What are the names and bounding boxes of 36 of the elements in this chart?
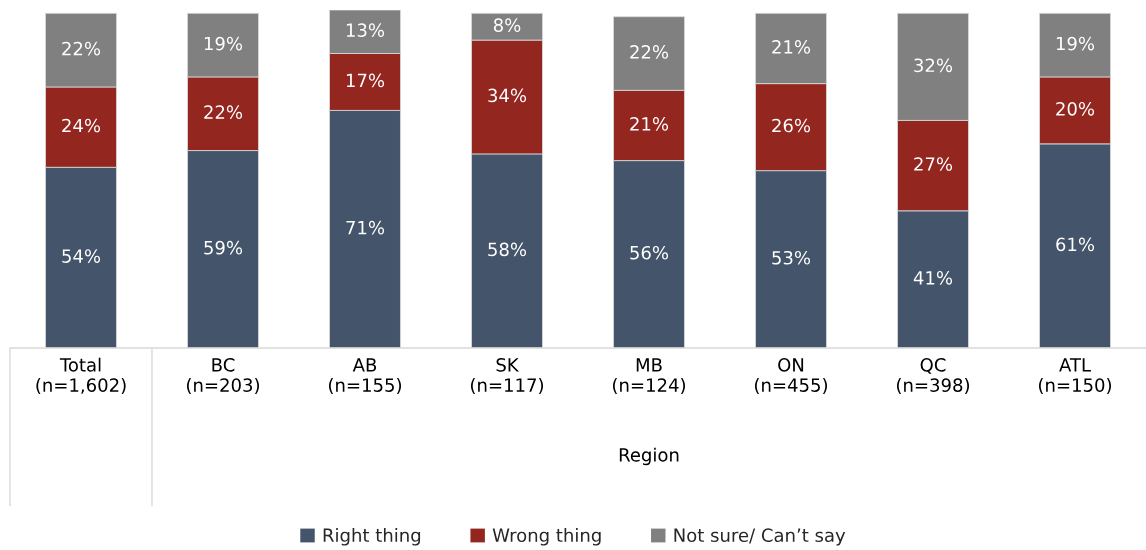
data-label: 21% xyxy=(772,40,811,54)
x-tick-label: ATL (n=150) xyxy=(1038,358,1112,395)
data-label: 41% xyxy=(913,270,953,285)
data-label: 59% xyxy=(204,240,243,255)
data-label: 22% xyxy=(204,105,243,119)
data-label: 26% xyxy=(772,118,811,133)
data-label: 58% xyxy=(488,242,527,257)
data-label: 22% xyxy=(630,45,669,59)
legend-label: Right thing xyxy=(323,528,421,546)
x-axis-title: Region xyxy=(619,447,679,466)
x-tick-label: SK (n=117) xyxy=(470,358,544,395)
x-tick-label: BC (n=203) xyxy=(186,358,260,395)
data-label: 27% xyxy=(914,157,953,171)
legend-label: Not sure/ Can’t say xyxy=(674,528,846,546)
data-label: 56% xyxy=(630,245,669,260)
data-label: 13% xyxy=(346,23,385,37)
x-tick-label: Total (n=1,602) xyxy=(36,357,126,395)
data-label: 20% xyxy=(1056,101,1095,116)
x-tick-label: QC (n=398) xyxy=(896,358,970,395)
data-label: 22% xyxy=(62,41,101,56)
data-label: 34% xyxy=(488,88,527,103)
x-tick-label: MB (n=124) xyxy=(612,358,686,395)
data-label: 21% xyxy=(630,117,669,131)
data-label: 24% xyxy=(62,118,101,133)
data-label: 61% xyxy=(1056,237,1095,252)
data-label: 32% xyxy=(914,58,953,73)
data-label: 71% xyxy=(346,220,385,235)
data-label: 53% xyxy=(772,250,811,265)
data-label: 19% xyxy=(1056,36,1095,51)
x-tick-label: ON (n=455) xyxy=(754,358,828,395)
data-label: 19% xyxy=(204,36,243,51)
legend-label: Wrong thing xyxy=(492,528,601,546)
data-label: 17% xyxy=(346,73,385,88)
x-tick-label: AB (n=155) xyxy=(328,358,402,395)
data-label: 8% xyxy=(493,18,521,32)
data-label: 54% xyxy=(62,249,101,263)
